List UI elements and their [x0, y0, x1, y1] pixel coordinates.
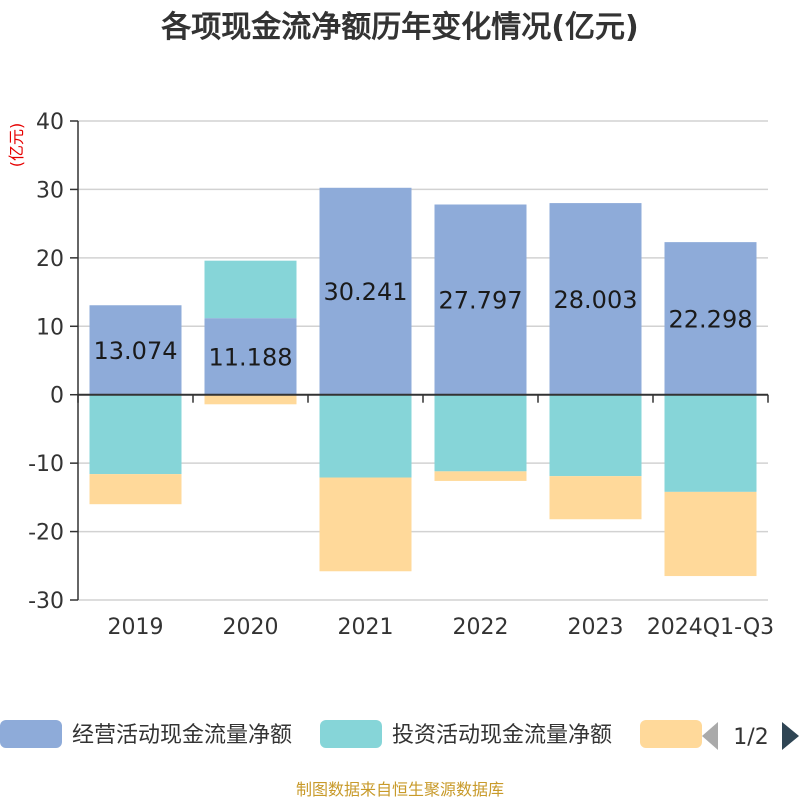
bar-segment[interactable] — [319, 187, 412, 395]
legend-swatch[interactable] — [640, 720, 702, 748]
axes: 40 30 20 10 0 -10 -20 -30 2019 2020 2021 2022 2023 20… — [28, 110, 774, 640]
legend-swatch[interactable] — [320, 720, 382, 748]
legend-pager: 1/2 — [702, 722, 799, 750]
y-tick-label: -30 — [28, 589, 64, 614]
y-axis-unit: (亿元) — [7, 123, 26, 168]
bar-segment[interactable] — [434, 394, 527, 472]
legend-label[interactable]: 投资活动现金流量净额 — [392, 723, 612, 748]
y-tick-label: 40 — [36, 110, 64, 135]
bar-segment[interactable] — [549, 476, 642, 520]
source-note: 制图数据来自恒生聚源数据库 — [296, 780, 504, 799]
bar-segment[interactable] — [319, 477, 412, 572]
legend-swatch[interactable] — [0, 720, 62, 748]
bar-segment[interactable] — [89, 305, 182, 395]
bar-segment[interactable] — [434, 471, 527, 481]
bar-segment[interactable] — [204, 394, 297, 405]
x-tick-label: 2024Q1-Q3 — [647, 615, 774, 640]
y-tick-label: -10 — [28, 452, 64, 477]
data-labels: 13.074 11.188 30.241 27.797 28.003 22.298 — [94, 278, 753, 371]
data-label: 22.298 — [669, 305, 753, 333]
data-label: 13.074 — [94, 337, 178, 365]
bar-segment[interactable] — [549, 394, 642, 477]
y-tick-label: 20 — [36, 247, 64, 272]
y-tick-label: 30 — [36, 178, 64, 203]
data-label: 28.003 — [554, 286, 638, 314]
y-tick-label: 10 — [36, 315, 64, 340]
chart-title: 各项现金流净额历年变化情况(亿元) — [160, 10, 638, 45]
bar-segment[interactable] — [204, 260, 297, 319]
bar-segment[interactable] — [434, 204, 527, 395]
data-label: 30.241 — [324, 278, 408, 306]
bar-segment[interactable] — [89, 474, 182, 505]
x-tick-label: 2022 — [453, 615, 509, 640]
bar-segment[interactable] — [664, 491, 757, 577]
bars — [89, 187, 757, 577]
bar-segment[interactable] — [89, 394, 182, 475]
x-tick-label: 2020 — [223, 615, 279, 640]
next-page-icon[interactable] — [782, 722, 799, 750]
prev-page-icon[interactable] — [702, 722, 718, 750]
legend: 经营活动现金流量净额 投资活动现金流量净额 1/2 — [0, 720, 799, 750]
x-tick-label: 2019 — [108, 615, 164, 640]
data-label: 11.188 — [209, 343, 293, 371]
bar-segment[interactable] — [204, 318, 297, 395]
y-tick-label: 0 — [50, 384, 64, 409]
bar-segment[interactable] — [319, 394, 412, 478]
data-label: 27.797 — [439, 287, 523, 315]
x-tick-label: 2021 — [338, 615, 394, 640]
legend-label[interactable]: 经营活动现金流量净额 — [72, 723, 292, 748]
bar-segment[interactable] — [664, 242, 757, 395]
y-tick-label: -20 — [28, 521, 64, 546]
bar-segment[interactable] — [549, 203, 642, 395]
legend-page-indicator: 1/2 — [733, 725, 768, 750]
x-tick-label: 2023 — [568, 615, 624, 640]
bar-segment[interactable] — [664, 394, 757, 492]
gridlines — [78, 120, 768, 601]
